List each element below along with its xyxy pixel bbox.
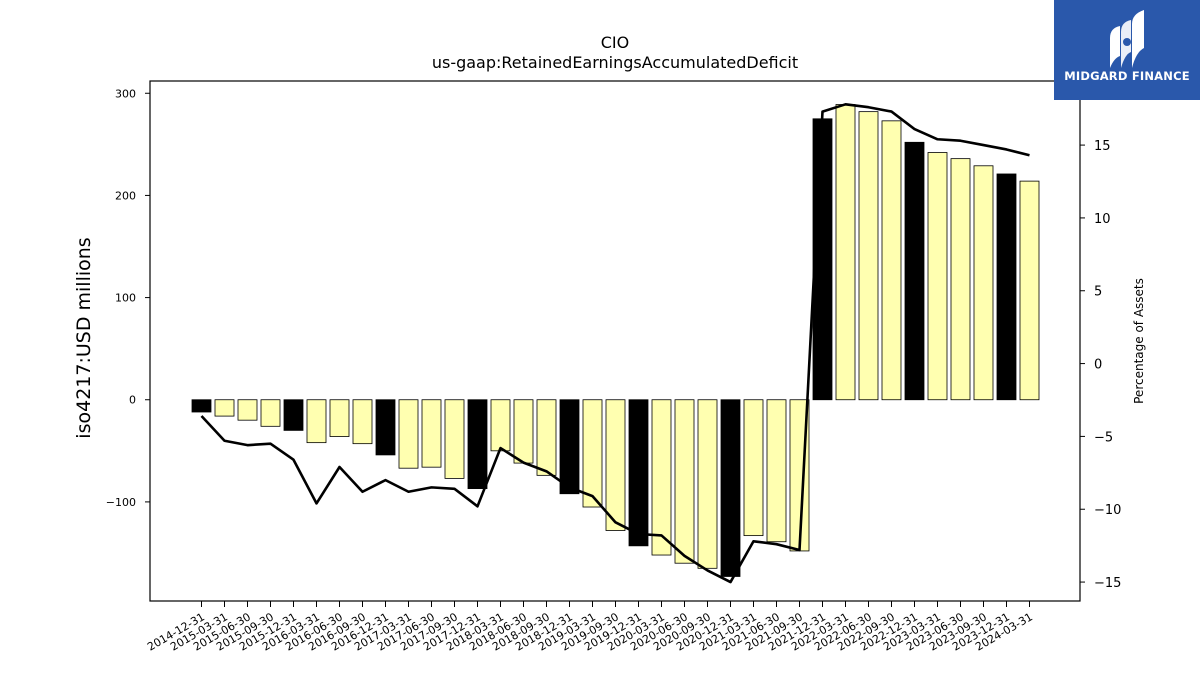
chart-subtitle: us-gaap:RetainedEarningsAccumulatedDefic… [432,53,798,72]
percentage-line [200,103,1030,584]
y-tick-label: 100 [115,292,136,305]
bar-2016-09-30 [352,399,373,445]
y2-tick-label: 10 [1094,212,1111,227]
bars-layer [191,104,1040,577]
y-tick-label: 0 [129,394,136,407]
bar-2022-06-30 [858,111,879,401]
y2-tick-label: −10 [1094,503,1121,518]
bar-2023-09-30 [973,165,994,401]
bar-2018-09-30 [536,399,557,476]
bar-2014-12-31 [191,399,212,413]
bar-2017-09-30 [444,399,465,479]
bar-2017-06-30 [421,399,442,468]
bar-2022-12-31 [904,141,925,401]
line-layer [200,103,1030,584]
axes-layer: −1000100200300−15−10−50510152014-12-3120… [106,80,1121,654]
y2-axis-label: Percentage of Assets [1132,278,1146,404]
bar-2015-06-30 [237,399,258,421]
y2-tick-label: −5 [1094,430,1113,445]
bar-2015-12-31 [283,399,304,431]
chart-title: CIO [601,33,629,52]
bar-2018-12-31 [559,399,580,495]
y-tick-label: 300 [115,87,136,100]
bar-2023-03-31 [927,152,948,401]
bar-2015-09-30 [260,399,281,427]
y-tick-label: −100 [106,496,136,509]
bar-2017-12-31 [467,399,488,490]
bar-2017-03-31 [398,399,419,469]
y-axis-label: iso4217:USD millions [73,237,95,438]
bar-2020-06-30 [674,399,695,564]
bar-2020-09-30 [697,399,718,569]
brand-logo: MIDGARD FINANCE [1054,0,1200,100]
bar-2021-06-30 [766,399,787,543]
bar-2020-03-31 [651,399,672,556]
y2-tick-label: 15 [1094,139,1111,154]
bar-2019-09-30 [605,399,626,531]
bar-2023-06-30 [950,158,971,401]
bar-2022-03-31 [835,104,856,401]
bar-2024-03-31 [1019,180,1040,401]
y2-tick-label: 0 [1094,358,1102,373]
y2-tick-label: −15 [1094,576,1121,591]
bar-2015-03-31 [214,399,235,417]
bar-2018-03-31 [490,399,511,452]
logo-mark-icon [1110,10,1144,68]
bar-2019-03-31 [582,399,603,508]
y2-tick-label: 5 [1094,285,1102,300]
bar-2020-12-31 [720,399,741,577]
bar-2018-06-30 [513,399,534,464]
y-tick-label: 200 [115,189,136,202]
bar-2019-12-31 [628,399,649,547]
bar-2016-03-31 [306,399,327,444]
bar-2022-09-30 [881,120,902,401]
bar-2016-06-30 [329,399,350,437]
logo-text: MIDGARD FINANCE [1064,69,1190,83]
bar-2016-12-31 [375,399,396,456]
bar-2021-03-31 [743,399,764,537]
bar-2023-12-31 [996,173,1017,401]
